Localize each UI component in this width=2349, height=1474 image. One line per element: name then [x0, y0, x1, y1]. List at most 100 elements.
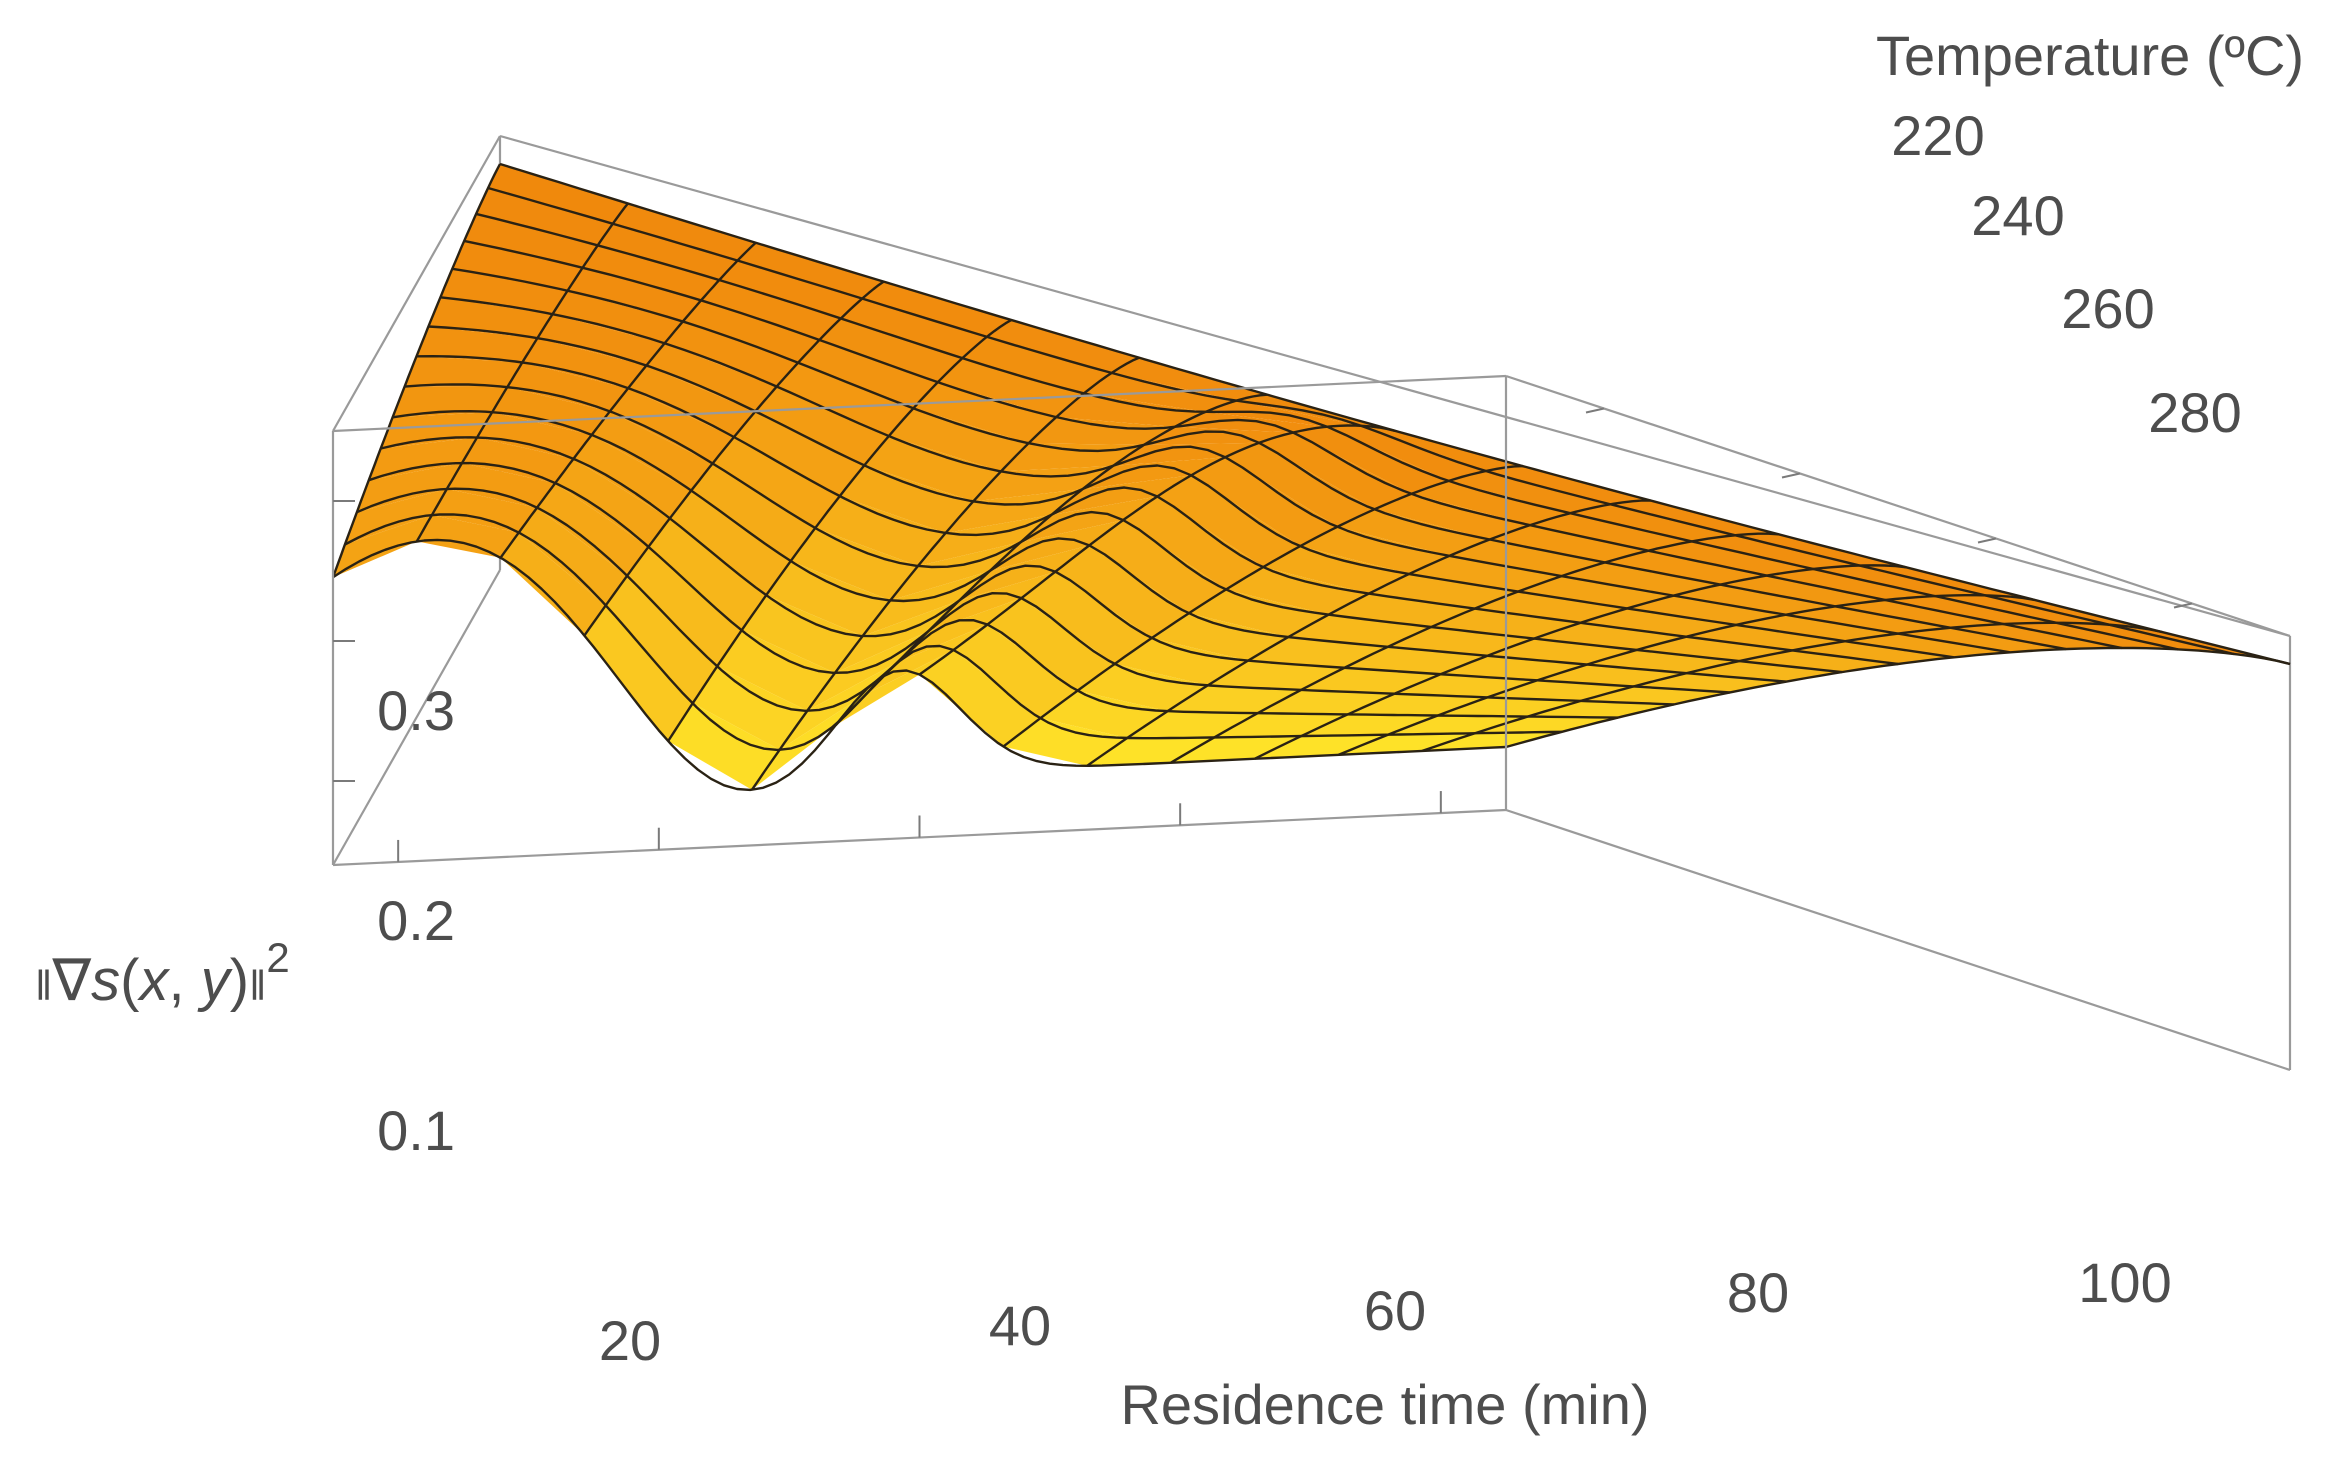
surface-patch: [464, 213, 598, 268]
y-tick-mark: [1781, 472, 1801, 479]
surface-patch: [741, 595, 863, 673]
surface-patch: [1254, 734, 1389, 759]
surface-patch: [1792, 641, 1954, 664]
y-tick-label: 240: [1971, 184, 2064, 247]
surface-patch: [1123, 496, 1264, 590]
x-tick-label: 40: [989, 1294, 1051, 1357]
surface-patch: [1422, 731, 1562, 751]
surface-patch: [356, 463, 462, 513]
surface-patch: [488, 164, 628, 224]
surface-patch: [1028, 417, 1175, 445]
mesh-line: [392, 410, 1787, 683]
surface-patch: [815, 496, 946, 566]
surface-patch: [1735, 534, 1907, 568]
surface-patch: [582, 245, 720, 301]
surface-patch: [664, 321, 799, 387]
surface-patch: [717, 630, 835, 711]
surface-patch: [1475, 716, 1618, 734]
mesh-line: [440, 296, 2011, 654]
surface-patch: [1113, 442, 1260, 466]
surface-patch: [1337, 509, 1490, 556]
box-edge: [332, 569, 501, 866]
surface-patch: [1813, 565, 1985, 597]
mesh-line: [428, 325, 1955, 659]
surface-patch: [492, 387, 610, 435]
surface-patch: [573, 434, 692, 519]
surface-patch: [1934, 595, 2110, 625]
surface-patch: [646, 343, 777, 412]
surface-patch: [1082, 457, 1226, 490]
surface-patch: [597, 223, 738, 280]
surface-patch: [1984, 595, 2163, 632]
surface-patch: [1409, 555, 1562, 592]
surface-patch: [712, 437, 840, 528]
surface-patch: [1055, 545, 1189, 639]
surface-patch: [567, 267, 701, 322]
surface-patch: [1580, 608, 1737, 637]
surface-patch: [537, 483, 649, 576]
surface-patch: [840, 298, 987, 359]
surface-patch: [431, 488, 537, 533]
surface-patch: [462, 437, 574, 484]
surface-patch: [446, 463, 556, 508]
surface-patch: [1845, 633, 2010, 658]
surface-patch: [522, 338, 647, 389]
surface-patch: [928, 571, 1056, 632]
surface-patch: [1288, 614, 1432, 647]
x-tick-label: 20: [599, 1309, 661, 1372]
surface-patch: [440, 268, 568, 315]
surface-patch: [1604, 550, 1767, 585]
surface-patch: [1739, 650, 1898, 673]
surface-patch: [1374, 493, 1530, 540]
surface-patch: [835, 650, 954, 726]
surface-patch: [839, 465, 974, 533]
y-tick-label: 220: [1891, 104, 1984, 167]
surface-patch: [734, 411, 865, 497]
surface-patch: [380, 412, 493, 449]
surface-patch: [962, 336, 1112, 394]
surface-patch: [1114, 638, 1249, 686]
mesh-line: [475, 212, 2179, 651]
surface-patch: [682, 300, 820, 363]
surface-patch: [500, 532, 606, 636]
surface-patch: [1263, 546, 1410, 594]
surface-patch: [1226, 567, 1369, 615]
z-tick-label: 0.3: [377, 679, 455, 742]
x-tick-label: 60: [1364, 1279, 1426, 1342]
surface-patch: [953, 624, 1078, 719]
surface-patch: [807, 631, 929, 711]
surface-patch: [866, 624, 988, 694]
surface-patch: [913, 382, 1057, 444]
surface-patch: [779, 662, 898, 750]
surface-patch: [701, 280, 841, 340]
surface-patch: [790, 528, 918, 601]
surface-patch: [584, 605, 693, 742]
surface-patch: [1056, 393, 1206, 427]
surface-patch: [1003, 718, 1128, 766]
mesh-line: [463, 239, 2123, 650]
surface-patch: [1293, 426, 1449, 494]
surface-patch: [648, 518, 767, 631]
surface-patch: [1518, 576, 1674, 609]
surface-patch: [1437, 697, 1581, 717]
surface-patch: [1636, 636, 1793, 662]
surface-patch: [1534, 622, 1687, 650]
surface-patch: [668, 703, 780, 790]
mesh-line: [452, 267, 2067, 651]
surface-patch: [692, 666, 808, 750]
surface-patch: [1151, 613, 1289, 661]
z-tick-label: 0.1: [377, 1099, 455, 1162]
z-axis-title: ‖∇s(x, y)‖2: [35, 934, 290, 1013]
surface-patch: [1077, 663, 1208, 712]
surface-patch: [2003, 622, 2178, 650]
surface-patch: [1691, 535, 1860, 569]
surface-patch: [1648, 541, 1814, 576]
surface-patch: [798, 339, 938, 409]
surface-patch: [627, 546, 742, 667]
surface-patch: [1449, 539, 1605, 577]
surface-patch: [368, 437, 478, 481]
surface-patch: [864, 436, 1001, 502]
surface-patch: [1207, 660, 1345, 690]
surface-patch: [755, 386, 889, 466]
surface-patch: [1485, 466, 1651, 505]
